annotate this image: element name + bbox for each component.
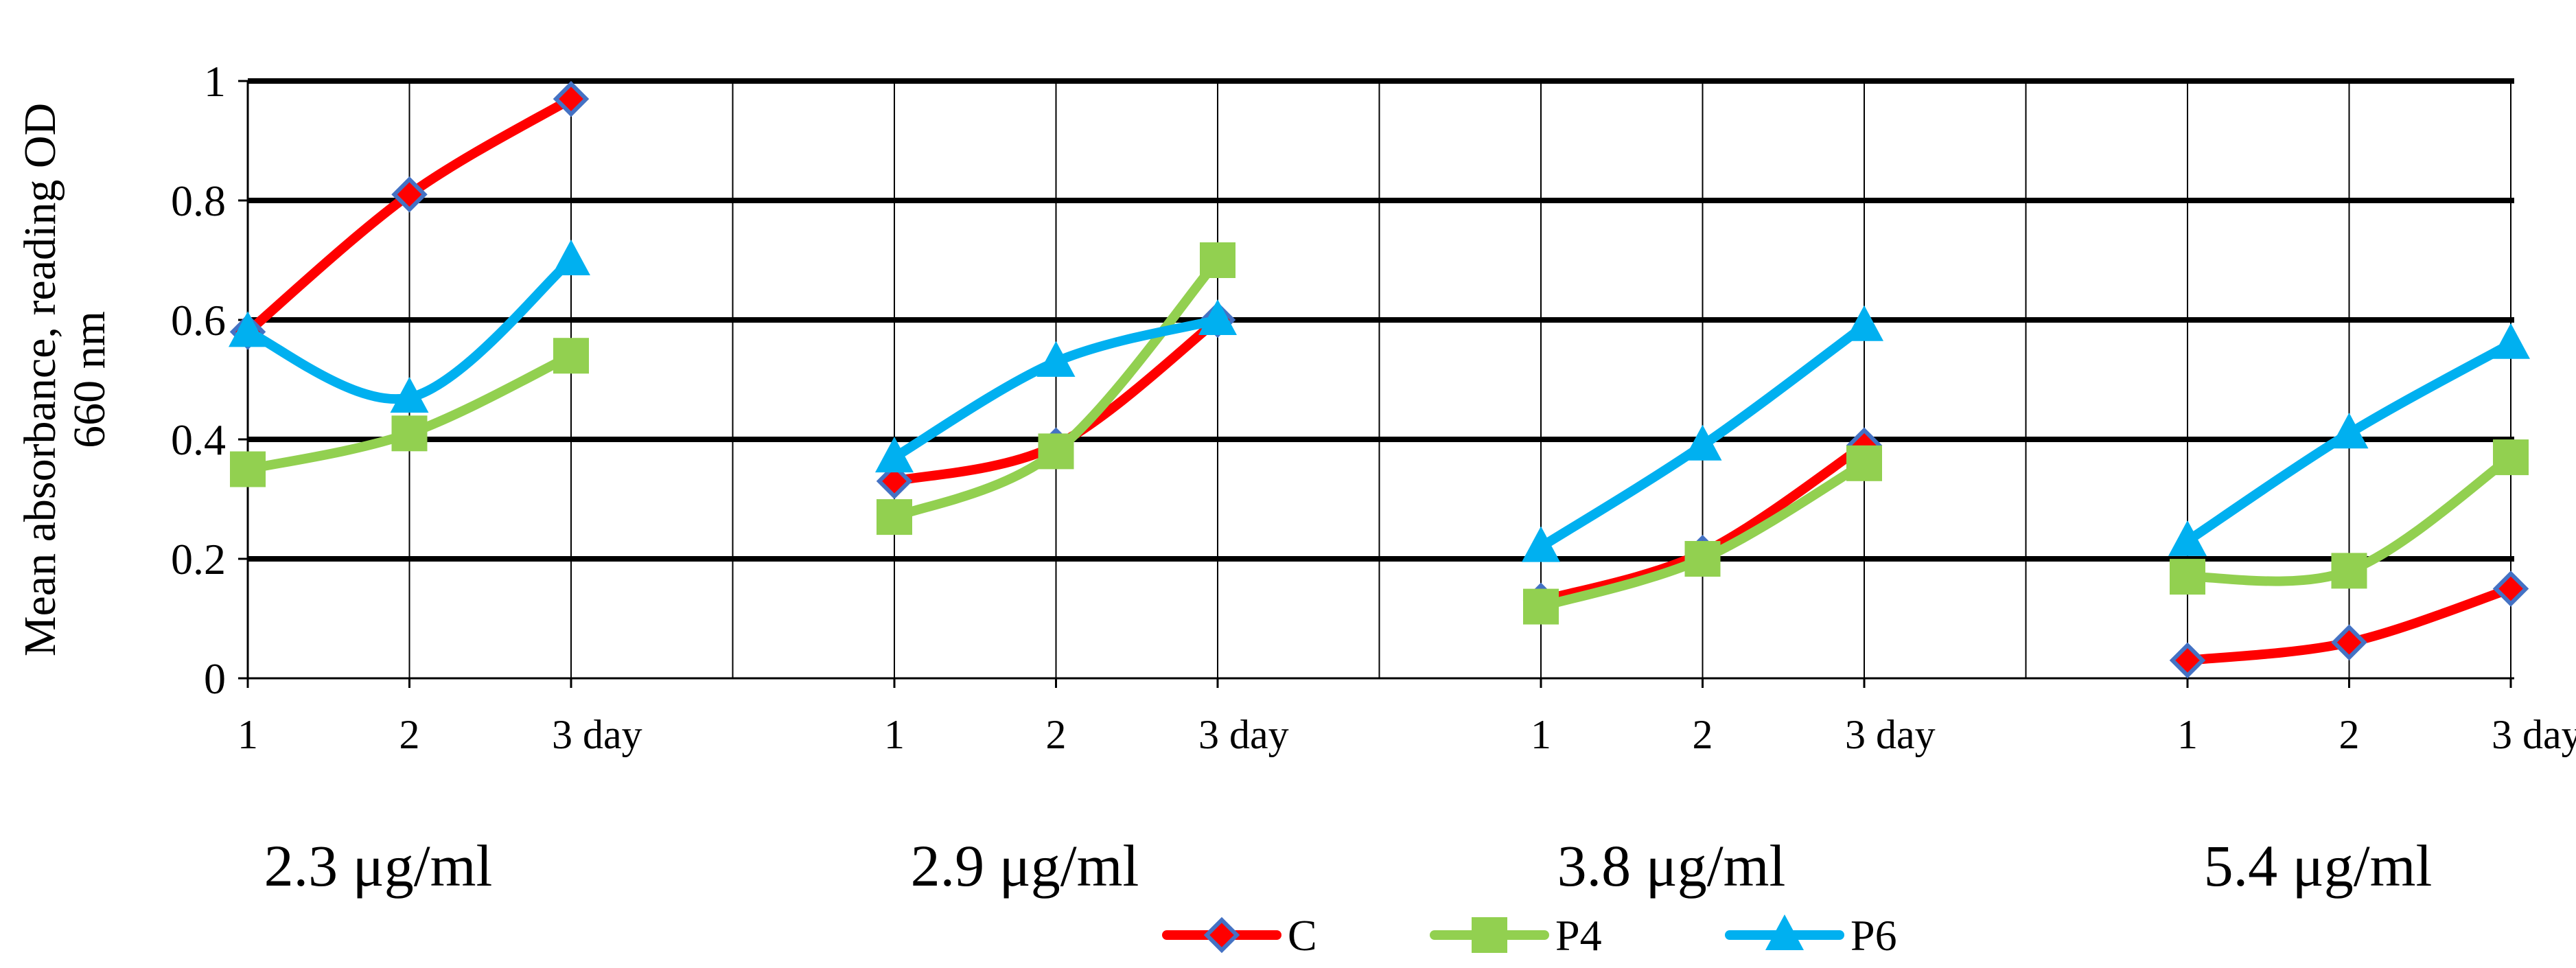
data-point-p6 <box>1522 526 1560 562</box>
y-tick-label: 1 <box>204 57 226 106</box>
panel-label: 2.3 μg/ml <box>264 833 493 899</box>
data-point-p4 <box>1684 541 1721 577</box>
y-axis-title-line: Mean absorbance, reading OD <box>15 103 65 656</box>
panel-label: 5.4 μg/ml <box>2204 833 2433 899</box>
y-tick-label: 0 <box>204 654 226 703</box>
data-point-p6 <box>390 377 429 413</box>
data-point-p4 <box>1846 445 1882 481</box>
data-point-p4 <box>391 415 428 452</box>
data-point-p4 <box>877 499 912 535</box>
legend-label: P6 <box>1850 911 1897 960</box>
data-point-c <box>553 80 590 117</box>
panel-label: 2.9 μg/ml <box>911 833 1139 899</box>
x-tick-label: 1 <box>2177 712 2198 757</box>
data-point-p6 <box>1198 299 1237 335</box>
x-tick-label: 1 <box>884 712 905 757</box>
data-point-p6 <box>875 437 914 473</box>
data-point-p4 <box>230 451 266 487</box>
legend-label: P4 <box>1555 911 1602 960</box>
data-point-p6 <box>1845 305 1883 341</box>
label-layer: 2.3 μg/ml 2.9 μg/ml 3.8 μg/ml 5.4 μg/ml <box>264 833 2433 899</box>
data-point-p6 <box>1036 341 1076 377</box>
data-point-p6 <box>2330 413 2369 449</box>
data-point-c <box>391 176 428 213</box>
data-point-p6 <box>2492 323 2530 359</box>
data-point-c <box>2169 642 2206 679</box>
y-tick-label: 0.8 <box>171 176 226 225</box>
y-tick-label: 0.4 <box>171 415 226 464</box>
legend-layer: C P4 P6 <box>1162 911 1897 960</box>
x-tick-label: 3 day <box>1845 712 1936 757</box>
data-point-p4 <box>1200 242 1235 278</box>
x-tick-label: 2 <box>1693 712 1713 757</box>
legend-marker-p6 <box>1765 914 1804 950</box>
legend-marker-p4 <box>1472 917 1507 953</box>
y-axis-title-line: 660 nm <box>65 311 115 448</box>
y-axis-title: Mean absorbance, reading OD660 nm <box>15 103 115 656</box>
x-tick-label: 3 day <box>552 712 642 757</box>
x-tick-label: 1 <box>1531 712 1551 757</box>
data-point-p4 <box>2493 439 2529 476</box>
panel-label: 3.8 μg/ml <box>1557 833 1786 899</box>
data-point-c <box>876 463 913 500</box>
data-point-c <box>2331 624 2367 661</box>
x-tick-label: 2 <box>2339 712 2360 757</box>
series-layer <box>229 80 2530 679</box>
data-point-p6 <box>1683 424 1722 461</box>
axis-layer: 0 0.2 0.4 0.6 0.8 1 Mean absorbance, reading O… <box>15 57 2576 757</box>
y-tick-label: 0.2 <box>171 535 226 584</box>
legend-marker-c <box>1203 917 1240 954</box>
data-point-p6 <box>229 311 267 347</box>
data-point-p6 <box>2168 520 2207 556</box>
data-point-p6 <box>552 240 590 275</box>
data-point-p4 <box>2170 559 2205 595</box>
data-point-p4 <box>553 338 589 374</box>
data-point-p4 <box>1038 433 1074 470</box>
y-tick-label: 0.6 <box>171 296 226 345</box>
data-point-c <box>2492 571 2529 607</box>
x-tick-label: 1 <box>237 712 258 757</box>
x-tick-label: 2 <box>399 712 420 757</box>
x-tick-label: 2 <box>1046 712 1067 757</box>
data-point-p4 <box>1523 588 1559 625</box>
x-tick-label: 3 day <box>1198 712 1289 757</box>
x-tick-label: 3 day <box>2492 712 2576 757</box>
legend-label: C <box>1288 911 1317 960</box>
data-point-p4 <box>2331 553 2367 589</box>
